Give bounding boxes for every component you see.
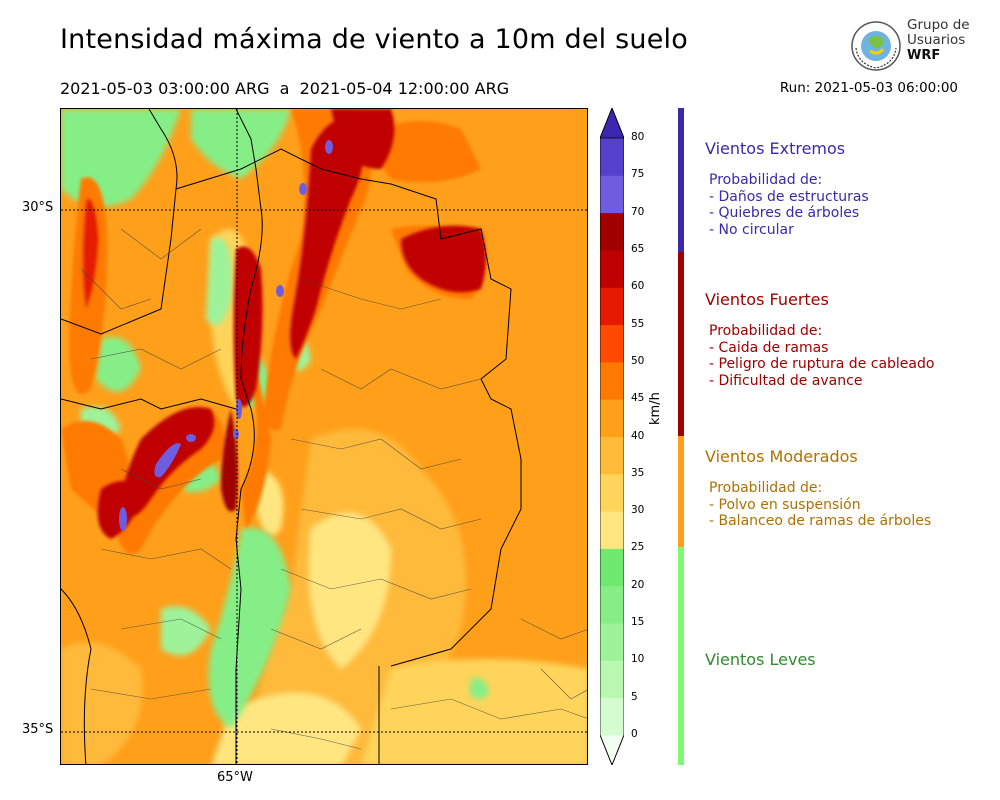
date-range: 2021-05-03 03:00:00 ARG a 2021-05-04 12:… bbox=[60, 79, 510, 98]
run-time: Run: 2021-05-03 06:00:00 bbox=[779, 80, 958, 96]
colorbar-segment bbox=[600, 585, 624, 624]
colorbar-tick-label: 70 bbox=[631, 205, 645, 218]
colorbar-tick-label: 40 bbox=[631, 429, 645, 442]
lat-label-30s: 30°S bbox=[22, 200, 54, 215]
category-extreme: Vientos Extremos Probabilidad de: - Daño… bbox=[705, 139, 869, 238]
colorbar-tick-label: 60 bbox=[631, 280, 645, 293]
colorbar-tick-label: 80 bbox=[631, 131, 645, 143]
colorbar-segment bbox=[600, 249, 624, 288]
extreme-category-bar bbox=[678, 108, 684, 252]
colorbar-tick-label: 45 bbox=[631, 392, 645, 405]
colorbar-tick-label: 55 bbox=[631, 317, 645, 330]
colorbar-unit: km/h bbox=[648, 392, 663, 425]
logo-line-2: Usuarios bbox=[907, 32, 966, 48]
logo-line-1: Grupo de bbox=[907, 17, 970, 33]
colorbar-tick-label: 15 bbox=[631, 616, 645, 629]
logo-line-3: WRF bbox=[907, 48, 941, 63]
colorbar-tick-label: 5 bbox=[631, 690, 638, 703]
category-light: Vientos Leves bbox=[705, 650, 816, 669]
colorbar-tick-label: 50 bbox=[631, 354, 645, 367]
page-title: Intensidad máxima de viento a 10m del su… bbox=[60, 24, 688, 55]
strong-category-bar bbox=[678, 252, 684, 436]
wrf-group-logo: Grupo de Usuarios WRF bbox=[848, 18, 973, 74]
category-moderate-title: Vientos Moderados bbox=[705, 447, 858, 466]
colorbar-segment bbox=[600, 324, 624, 363]
colorbar-segment bbox=[600, 660, 624, 699]
colorbar-segment bbox=[600, 473, 624, 512]
colorbar-tick-label: 25 bbox=[631, 541, 645, 554]
colorbar-segment bbox=[600, 361, 624, 400]
category-strong-title: Vientos Fuertes bbox=[705, 290, 829, 309]
colorbar-tick-label: 35 bbox=[631, 466, 645, 479]
lat-label-35s: 35°S bbox=[22, 722, 54, 737]
category-strong-text: Probabilidad de: - Caida de ramas - Peli… bbox=[709, 323, 935, 389]
colorbar-segment bbox=[600, 548, 624, 587]
category-moderate: Vientos Moderados Probabilidad de: - Pol… bbox=[705, 447, 931, 530]
colorbar-segment bbox=[600, 212, 624, 251]
colorbar-segment bbox=[600, 697, 624, 736]
colorbar-segment bbox=[600, 511, 624, 549]
category-light-title: Vientos Leves bbox=[705, 650, 816, 669]
category-strong: Vientos Fuertes Probabilidad de: - Caida… bbox=[705, 290, 934, 389]
colorbar-extend-high bbox=[600, 108, 624, 139]
category-extreme-text: Probabilidad de: - Daños de estructuras … bbox=[709, 172, 869, 238]
colorbar-tick-label: 65 bbox=[631, 242, 645, 255]
colorbar-segment bbox=[600, 399, 624, 437]
colorbar-tick-label: 20 bbox=[631, 578, 645, 591]
colorbar-extend-low bbox=[600, 734, 624, 765]
lon-label-65w: 65°W bbox=[217, 770, 253, 785]
category-extreme-title: Vientos Extremos bbox=[705, 139, 846, 158]
globe-seal-icon bbox=[851, 21, 901, 71]
category-moderate-text: Probabilidad de: - Polvo en suspensión -… bbox=[709, 480, 932, 529]
colorbar-segment bbox=[600, 436, 624, 475]
wind-intensity-field bbox=[61, 109, 587, 764]
wind-map bbox=[60, 108, 588, 765]
colorbar-segment bbox=[600, 175, 624, 214]
colorbar-segment bbox=[600, 287, 624, 326]
light-category-bar bbox=[678, 547, 684, 765]
colorbar-segment bbox=[600, 138, 624, 176]
moderate-category-bar bbox=[678, 436, 684, 547]
colorbar-tick-label: 75 bbox=[631, 168, 645, 181]
colorbar-tick-label: 30 bbox=[631, 504, 645, 517]
colorbar bbox=[600, 108, 624, 765]
colorbar-tick-label: 10 bbox=[631, 653, 645, 666]
colorbar-tick-label: 0 bbox=[631, 728, 638, 740]
colorbar-segment bbox=[600, 623, 624, 661]
